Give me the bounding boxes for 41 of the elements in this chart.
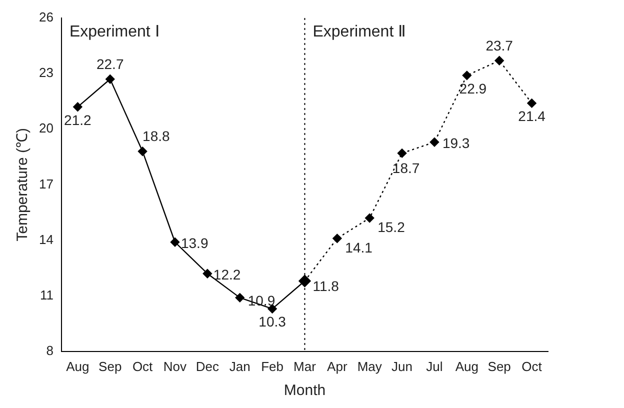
y-tick-label: 14 xyxy=(38,232,54,247)
x-tick-label: Aug xyxy=(66,358,90,374)
x-tick-label: Dec xyxy=(196,358,220,374)
y-tick-label: 23 xyxy=(38,65,54,80)
x-tick-label: Sep xyxy=(98,358,122,374)
y-tick-label: 26 xyxy=(38,10,54,25)
x-tick-label: Sep xyxy=(488,358,511,374)
data-label: 19.3 xyxy=(442,134,470,151)
x-axis-title: Month xyxy=(284,382,326,400)
data-label: 15.2 xyxy=(378,218,406,235)
x-tick-label: Mar xyxy=(294,358,317,374)
data-label: 18.8 xyxy=(142,128,170,144)
y-tick-label: 8 xyxy=(46,342,54,358)
x-tick-label: Aug xyxy=(455,358,478,374)
x-tick-label: Oct xyxy=(522,358,542,374)
y-axis-title: Temperature (℃) xyxy=(14,128,32,242)
x-tick-label: Jul xyxy=(426,358,443,374)
x-tick-label: Nov xyxy=(163,358,188,374)
data-label: 22.9 xyxy=(459,80,487,96)
data-label: 11.8 xyxy=(312,278,340,294)
x-tick-label: Jan xyxy=(229,358,250,374)
y-tick-label: 17 xyxy=(38,176,54,192)
x-tick-label: Apr xyxy=(327,358,348,374)
annotation: Experiment Ⅱ xyxy=(312,23,406,40)
x-tick-label: May xyxy=(357,358,382,374)
x-tick-label: Oct xyxy=(132,358,154,374)
data-label: 13.9 xyxy=(180,234,208,251)
data-label: 12.2 xyxy=(213,266,241,282)
data-label: 10.9 xyxy=(248,292,276,309)
data-label: 21.2 xyxy=(64,112,92,128)
y-tick-label: 11 xyxy=(40,287,54,302)
data-label: 22.7 xyxy=(96,56,124,72)
data-label: 10.3 xyxy=(258,314,286,330)
data-label: 14.1 xyxy=(345,239,373,256)
data-label: 18.7 xyxy=(392,160,420,176)
y-tick-label: 20 xyxy=(38,120,54,136)
x-tick-label: Jun xyxy=(392,358,413,374)
data-label: 23.7 xyxy=(486,37,514,54)
annotation: Experiment Ⅰ xyxy=(69,23,160,40)
data-label: 21.4 xyxy=(518,108,546,124)
x-tick-label: Feb xyxy=(261,358,284,374)
